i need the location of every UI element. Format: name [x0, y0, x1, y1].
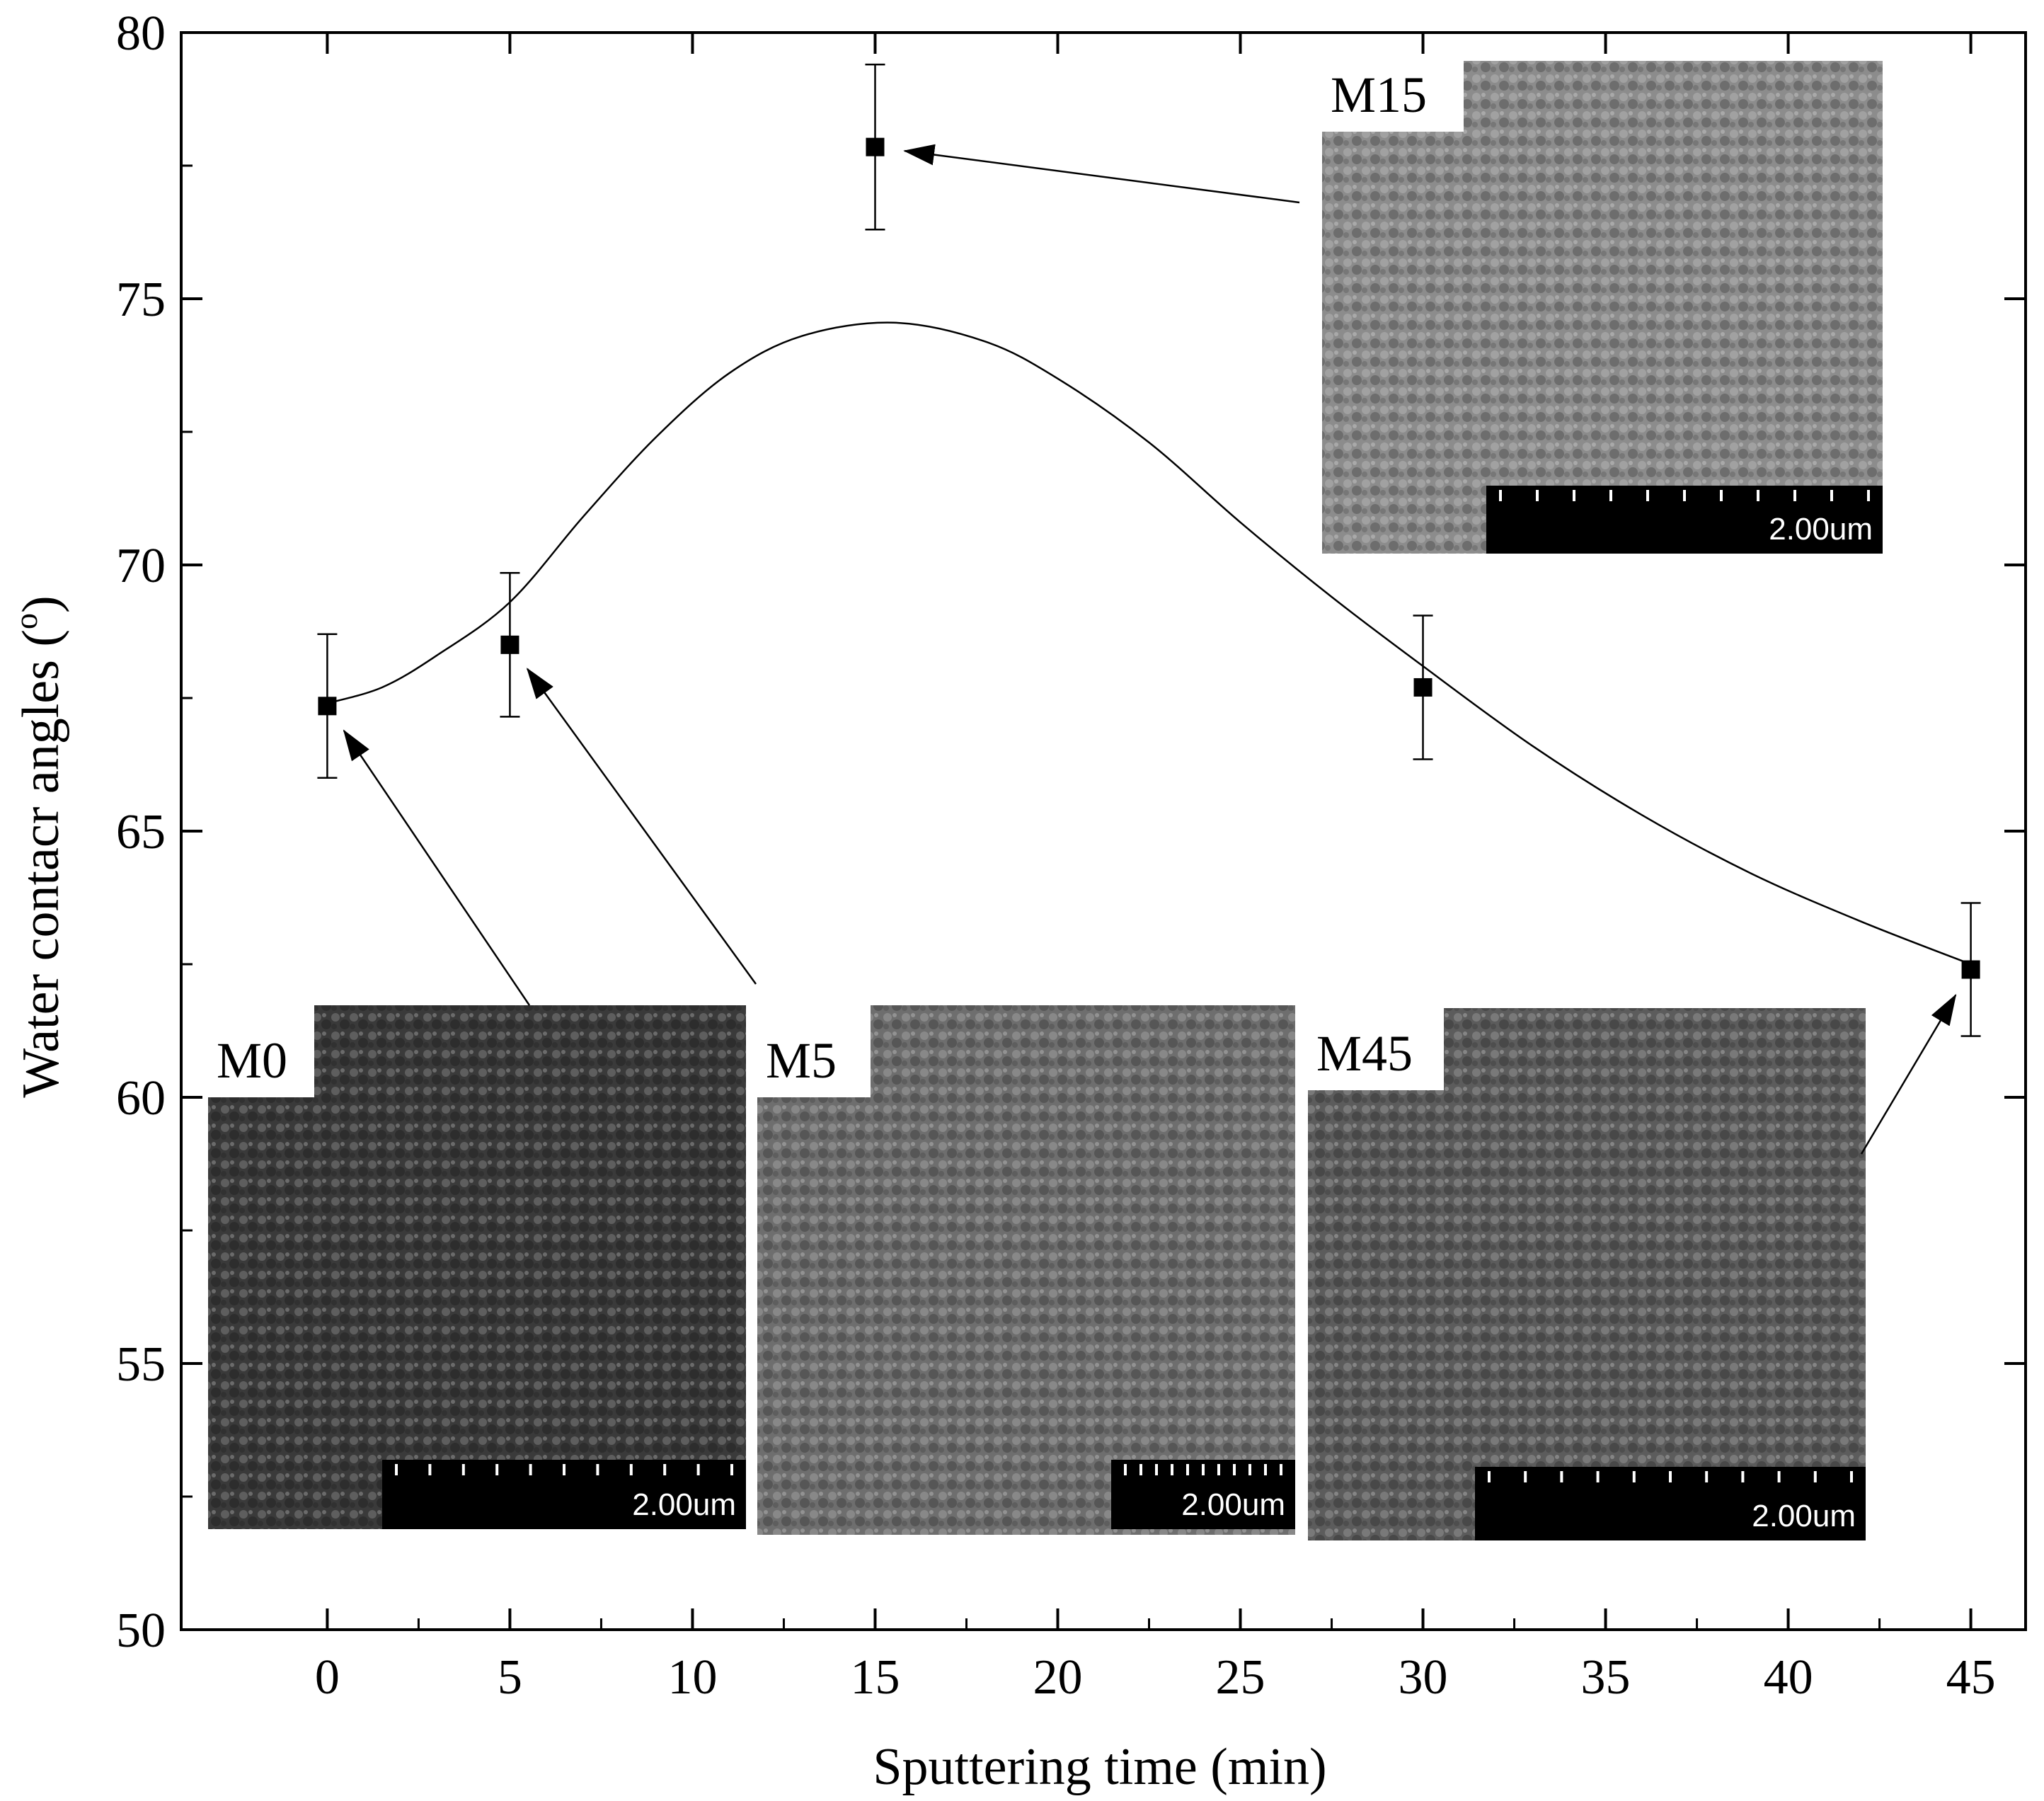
data-point [1413, 677, 1432, 697]
data-point-group [865, 63, 885, 231]
sem-inset-m45: M45 2.00um [1308, 1008, 1866, 1540]
data-point [500, 635, 519, 654]
y-axis-title: Water contacr angles (o) [8, 595, 70, 1097]
data-point-group [500, 572, 520, 718]
data-point-group [1960, 902, 1981, 1037]
x-tick-label: 10 [667, 1650, 717, 1705]
arrows [343, 144, 1957, 1155]
data-point [1961, 960, 1980, 979]
axes: 0 5 10 15 20 25 30 35 40 45 50 55 60 65 70 75 80 [116, 6, 2027, 1705]
inset-label: M0 [217, 1032, 287, 1089]
x-axis-title: Sputtering time (min) [873, 1738, 1326, 1796]
x-tick-label: 5 [498, 1650, 522, 1705]
x-tick-label: 15 [850, 1650, 900, 1705]
sem-inset-m0: M0 2.00um [208, 1005, 746, 1529]
x-tick-label: 40 [1764, 1650, 1813, 1705]
y-tick-label: 55 [116, 1337, 166, 1392]
inset-label: M15 [1331, 67, 1427, 123]
y-axis-title-sup: o [8, 613, 44, 629]
scale-label: 2.00um [1769, 512, 1873, 547]
x-tick-label: 25 [1216, 1650, 1265, 1705]
inset-label-box [1308, 1008, 1444, 1090]
data-point-group [317, 633, 338, 779]
arrow-m45 [1860, 993, 1957, 1155]
inset-label-box [1322, 61, 1464, 132]
y-tick-label: 60 [116, 1071, 166, 1126]
y-axis-title-group: Water contacr angles (o) [8, 595, 70, 1097]
x-tick-label: 20 [1033, 1650, 1082, 1705]
data-point [866, 137, 885, 156]
y-tick-label: 65 [116, 805, 166, 859]
x-tick-label: 35 [1581, 1650, 1631, 1705]
y-tick-label: 50 [116, 1603, 166, 1658]
y-tick-label: 70 [116, 539, 166, 593]
data-point [318, 697, 337, 716]
inset-images: M0 2.00um M5 2.00um M15 2.00um M45 2.00um [208, 61, 1883, 1540]
x-tick-label: 45 [1946, 1650, 1996, 1705]
inset-label-box [208, 1005, 314, 1097]
inset-label: M45 [1316, 1025, 1413, 1082]
fit-curve [327, 321, 1972, 966]
x-tick-label: 0 [315, 1650, 340, 1705]
fit-curve-layer [327, 321, 1972, 966]
sem-texture [1322, 61, 1883, 554]
y-axis-title-end: ) [12, 595, 70, 613]
y-tick-label: 75 [116, 273, 166, 327]
arrow-m15 [903, 144, 1300, 204]
inset-label: M5 [766, 1032, 837, 1089]
y-axis-title-main: Water contacr angles ( [12, 629, 70, 1098]
sem-inset-m5: M5 2.00um [757, 1005, 1295, 1535]
sem-texture [1308, 1008, 1866, 1540]
scale-label: 2.00um [1181, 1487, 1285, 1522]
x-tick-label: 30 [1399, 1650, 1448, 1705]
inset-label-box [757, 1005, 871, 1097]
scale-label: 2.00um [1752, 1499, 1856, 1533]
arrow-m0 [343, 729, 531, 1006]
sem-inset-m15: M15 2.00um [1322, 61, 1883, 554]
scale-label: 2.00um [632, 1487, 736, 1522]
y-tick-label: 80 [116, 6, 166, 61]
data-points [317, 63, 1981, 1037]
arrow-m5 [526, 668, 757, 985]
data-point-group [1413, 614, 1433, 760]
